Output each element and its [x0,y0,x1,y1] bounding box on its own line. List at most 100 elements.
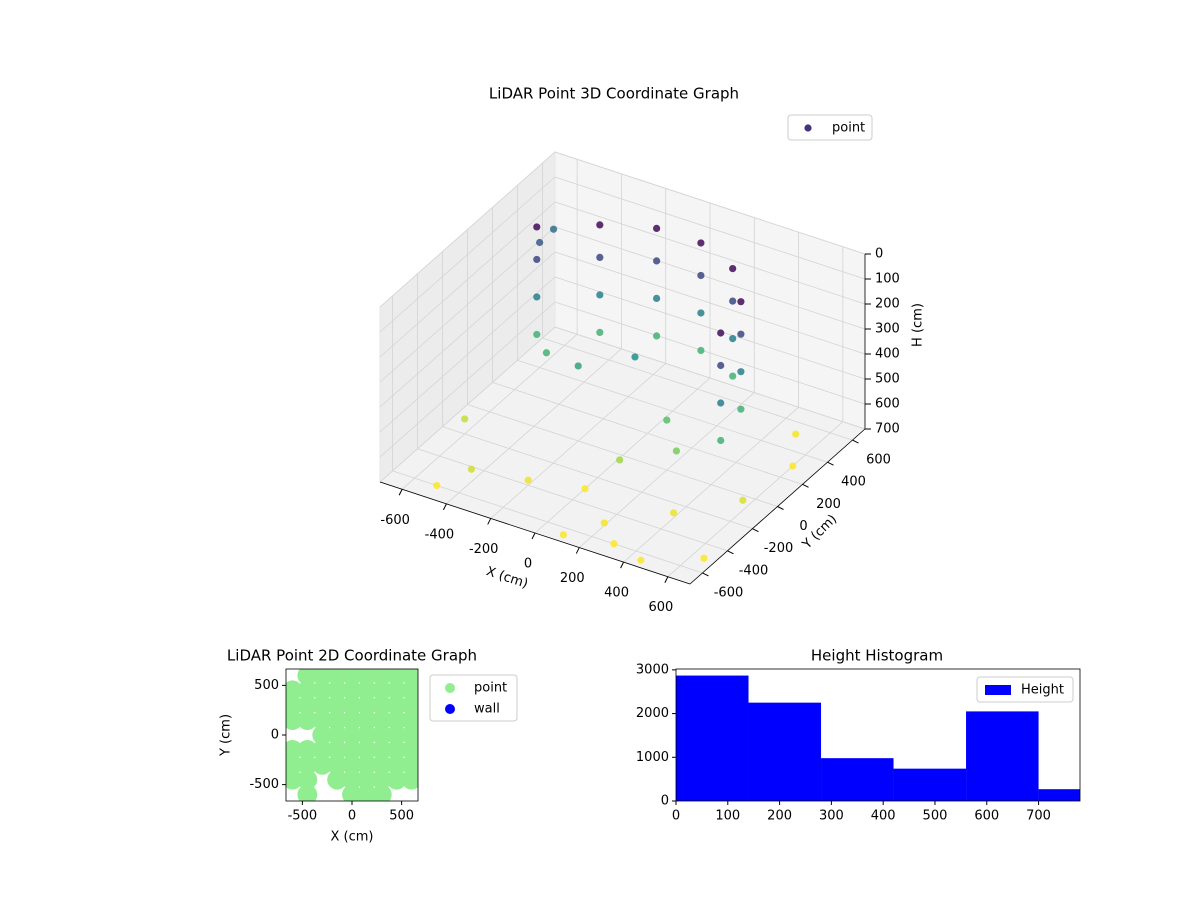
x-tick-label: 600 [648,600,673,615]
grid-line [379,176,556,333]
point [401,710,418,731]
plot-2d: -500 0 500 -500 0 500 point wall [249,668,518,824]
point [327,725,348,745]
chart-title: LiDAR Point 2D Coordinate Graph [227,647,477,665]
z-tick-label: 200 [875,297,900,312]
point [342,769,362,790]
point [342,710,362,731]
x-tick-label: 200 [560,571,585,586]
x-tick-label: 300 [819,809,844,824]
tick-mark [398,489,403,496]
point [286,695,303,716]
point [574,362,582,370]
point [371,754,392,775]
point [729,265,737,273]
x-tick-label: -500 [288,809,318,824]
point [697,239,705,247]
point [737,368,745,376]
point [697,309,705,317]
point [386,669,407,686]
legend-marker [445,704,455,714]
point [637,556,645,564]
tick-mark [487,518,492,525]
plot-area [286,669,418,801]
y-tick-label: 0 [271,728,279,743]
point [371,784,392,801]
point [327,669,348,686]
bar [676,675,749,801]
point [467,465,476,473]
x-tick-label: -400 [425,527,455,542]
point [286,754,303,775]
tick-mark [752,528,759,533]
point [297,754,318,775]
point [342,680,362,701]
grid-line [554,151,866,255]
point [542,349,551,357]
y-tick-label: 200 [816,497,841,512]
grid-line [554,226,866,330]
point [356,739,377,760]
legend-marker [804,124,812,132]
point [401,754,418,775]
point [739,496,747,504]
point [297,680,318,701]
plot-3d: -600-400-2000200400600-600-400-200020040… [379,114,900,615]
grid-line [379,151,556,308]
point [717,329,725,337]
point [386,739,407,760]
x-tick-label: 400 [871,809,896,824]
point [371,739,392,760]
chart-title: Height Histogram [811,647,943,665]
point [729,297,737,305]
x-tick-label: 0 [348,809,356,824]
point [610,540,618,548]
point [297,710,318,731]
legend-label: Height [1021,683,1064,698]
tick-mark [664,576,669,583]
plot-area [676,675,1080,801]
point [386,725,407,745]
axis-line [689,428,866,585]
point [297,695,318,716]
point [536,238,544,247]
point [717,399,725,407]
bar [966,711,1039,801]
point [792,430,800,438]
point [386,680,407,701]
point [697,271,705,280]
point [653,332,661,340]
grid-line [492,381,803,485]
x-tick-label: -600 [380,513,410,528]
grid-line [379,301,556,458]
point [312,754,333,775]
axis-line [379,481,691,585]
point [672,447,681,455]
point [327,739,348,760]
legend-label: point [832,121,865,136]
point [342,725,362,745]
y-tick-label: -600 [714,585,744,600]
bar [748,702,822,801]
point [401,725,418,745]
x-axis-label: X (cm) [331,830,374,845]
point [697,346,705,355]
point [631,353,639,361]
point [327,754,348,775]
point [653,224,661,232]
point [669,509,678,517]
z-tick-label: 0 [875,247,883,262]
point [371,710,392,731]
z-axis-label: H (cm) [911,303,926,347]
z-tick-label: 100 [875,272,900,287]
legend-swatch [985,685,1011,695]
point [297,769,318,790]
legend-box [976,676,1074,703]
x-tick-label: 700 [1026,809,1051,824]
point [286,680,303,701]
point [312,739,333,760]
y-tick-label: -200 [764,541,794,556]
point [663,416,671,424]
point [297,784,318,801]
point [286,739,303,760]
